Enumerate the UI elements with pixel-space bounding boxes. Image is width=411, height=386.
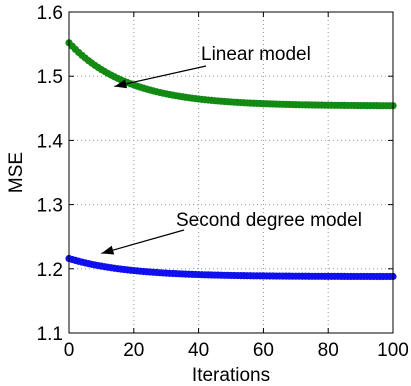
x-tick-label: 40 (188, 340, 209, 361)
plot-frame (68, 11, 394, 334)
annotation-label: Second degree model (176, 210, 362, 231)
y-tick-label: 1.3 (37, 196, 63, 217)
x-tick-label: 20 (123, 340, 144, 361)
annotation-arrowhead (101, 245, 115, 255)
x-tick-label: 60 (253, 340, 274, 361)
y-tick-label: 1.1 (37, 324, 63, 345)
x-axis-label: Iterations (192, 365, 270, 386)
series-0 (65, 39, 397, 110)
annotation-arrowhead (114, 79, 128, 89)
grid-layer (69, 12, 393, 333)
x-tick-label: 100 (377, 340, 409, 361)
series-layer (65, 39, 397, 281)
y-axis-label: MSE (6, 152, 27, 193)
annotation-layer: Linear model Second degree model (101, 44, 362, 255)
tick-layer: 0 20 40 60 80 100 1.1 1.2 1.3 1.4 1.5 1.6 (37, 3, 409, 361)
annotation-label: Linear model (201, 44, 311, 65)
annotation-arrow-line (114, 65, 207, 88)
y-tick-label: 1.5 (37, 67, 63, 88)
x-tick-label: 0 (64, 340, 75, 361)
x-tick-label: 80 (318, 340, 339, 361)
annotation-arrow-line (101, 229, 185, 254)
series-1 (65, 254, 397, 281)
y-tick-label: 1.2 (37, 260, 63, 281)
y-tick-label: 1.6 (37, 3, 63, 24)
y-tick-label: 1.4 (37, 131, 64, 152)
